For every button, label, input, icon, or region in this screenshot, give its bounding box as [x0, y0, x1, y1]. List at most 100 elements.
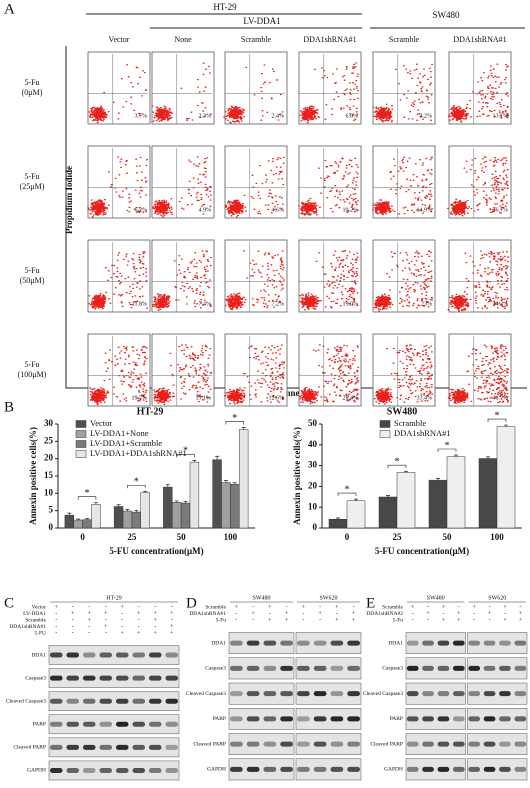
bar [73, 519, 83, 529]
legend-label: LV-DDA1+None [90, 428, 149, 438]
blot-band [132, 675, 146, 681]
chart-title: SW480 [387, 406, 418, 417]
condition-label: LV-DDA1 [23, 611, 46, 617]
blot-strip [295, 758, 362, 781]
panel-label: B [4, 399, 14, 415]
percentage: 7.2% [272, 301, 285, 307]
blot-band [437, 691, 450, 697]
condition-sign: - [286, 604, 288, 610]
blot-band [437, 665, 450, 671]
condition-label: 5-Fu [216, 617, 227, 623]
condition-sign: - [88, 604, 90, 610]
condition-sign: - [302, 617, 304, 623]
y-tick-label: 50 [308, 418, 318, 428]
blot-band [99, 698, 113, 704]
bar [131, 511, 141, 529]
y-tick-label: 10 [44, 487, 54, 497]
y-tick-label: 0 [313, 522, 318, 532]
bar [446, 456, 466, 529]
band-label: DDA1 [31, 652, 46, 658]
condition-sign: + [318, 611, 322, 617]
x-tick-label: 25 [393, 532, 403, 542]
blot-band [468, 741, 481, 747]
condition-sign: + [503, 617, 507, 623]
band-label: Caspase3 [205, 666, 226, 672]
row-label: 5-Fu (50μM) [20, 266, 45, 285]
error-bar [143, 490, 148, 493]
blot-band [330, 665, 344, 671]
condition-sign: - [154, 624, 156, 630]
blot-band [148, 744, 162, 750]
blot-band [115, 721, 129, 727]
blot-band [406, 691, 419, 697]
blot-band [468, 640, 481, 646]
blot-band [280, 766, 293, 772]
group-label: HT-29 [106, 595, 121, 601]
error-bar [93, 502, 98, 505]
error-bar [85, 518, 90, 520]
condition-sign: - [427, 604, 429, 610]
percentage: 4.9% [199, 207, 212, 213]
flow-events [152, 156, 212, 218]
blot-band [514, 640, 527, 646]
condition-label: 5-Fu [393, 617, 404, 623]
condition-sign: + [268, 617, 272, 623]
flow-events [153, 344, 213, 405]
blot-strip [295, 708, 362, 730]
condition-sign: - [105, 617, 107, 623]
band-label: Caspase3 [382, 666, 403, 672]
condition-sign: - [138, 617, 140, 623]
condition-label: DDA1shRNA#1 [189, 611, 226, 617]
significance-bracket [77, 496, 97, 500]
bar [172, 502, 182, 529]
blot-band [422, 665, 434, 671]
blot-band [66, 652, 80, 658]
blot-band [280, 716, 293, 722]
blot-band [297, 766, 310, 772]
blot-band [66, 698, 80, 704]
blot-band [115, 675, 129, 681]
significance: * [395, 457, 400, 468]
percentage: 34.3% [493, 301, 509, 307]
row-label-line: (25μM) [20, 182, 45, 191]
blot-band [483, 741, 496, 747]
bar [478, 458, 498, 529]
blot-band [499, 640, 511, 646]
y-tick-label: 30 [44, 418, 54, 428]
condition-sign: + [154, 617, 158, 623]
flow-events [151, 62, 212, 122]
percentage: 2.4% [272, 113, 285, 119]
y-tick-label: 10 [308, 501, 318, 511]
condition-sign: + [285, 617, 289, 623]
blot-band [347, 766, 360, 772]
percentage: 3.7% [135, 113, 148, 119]
error-bar [486, 456, 490, 459]
blot-band [468, 691, 481, 697]
percentage: 4.2% [420, 113, 433, 119]
row-label: 5-Fu (25μM) [20, 172, 45, 191]
blot-band [422, 640, 434, 646]
significance: * [183, 446, 188, 457]
error-bar [165, 483, 170, 488]
condition-sign: + [170, 630, 174, 636]
error-bar [386, 494, 390, 498]
x-axis-label: 5-FU concentration(μM) [109, 546, 203, 556]
error-bar [436, 478, 440, 481]
flow-events [151, 250, 213, 311]
flow-events [372, 156, 434, 216]
percentage: 48.7% [493, 395, 509, 401]
condition-sign: - [252, 617, 254, 623]
condition-sign: - [72, 630, 74, 636]
condition-sign: - [473, 611, 475, 617]
blot-band [406, 716, 419, 722]
error-bar [354, 498, 358, 501]
error-bar [232, 482, 237, 485]
blot-band [230, 665, 243, 671]
y-axis-label: Annexin positive cells(%) [28, 427, 38, 525]
header: LV-DDA1 [243, 16, 280, 26]
blot-band [82, 744, 96, 750]
y-tick-label: 30 [308, 460, 318, 470]
condition-sign: - [458, 604, 460, 610]
y-tick-label: 0 [49, 522, 54, 532]
